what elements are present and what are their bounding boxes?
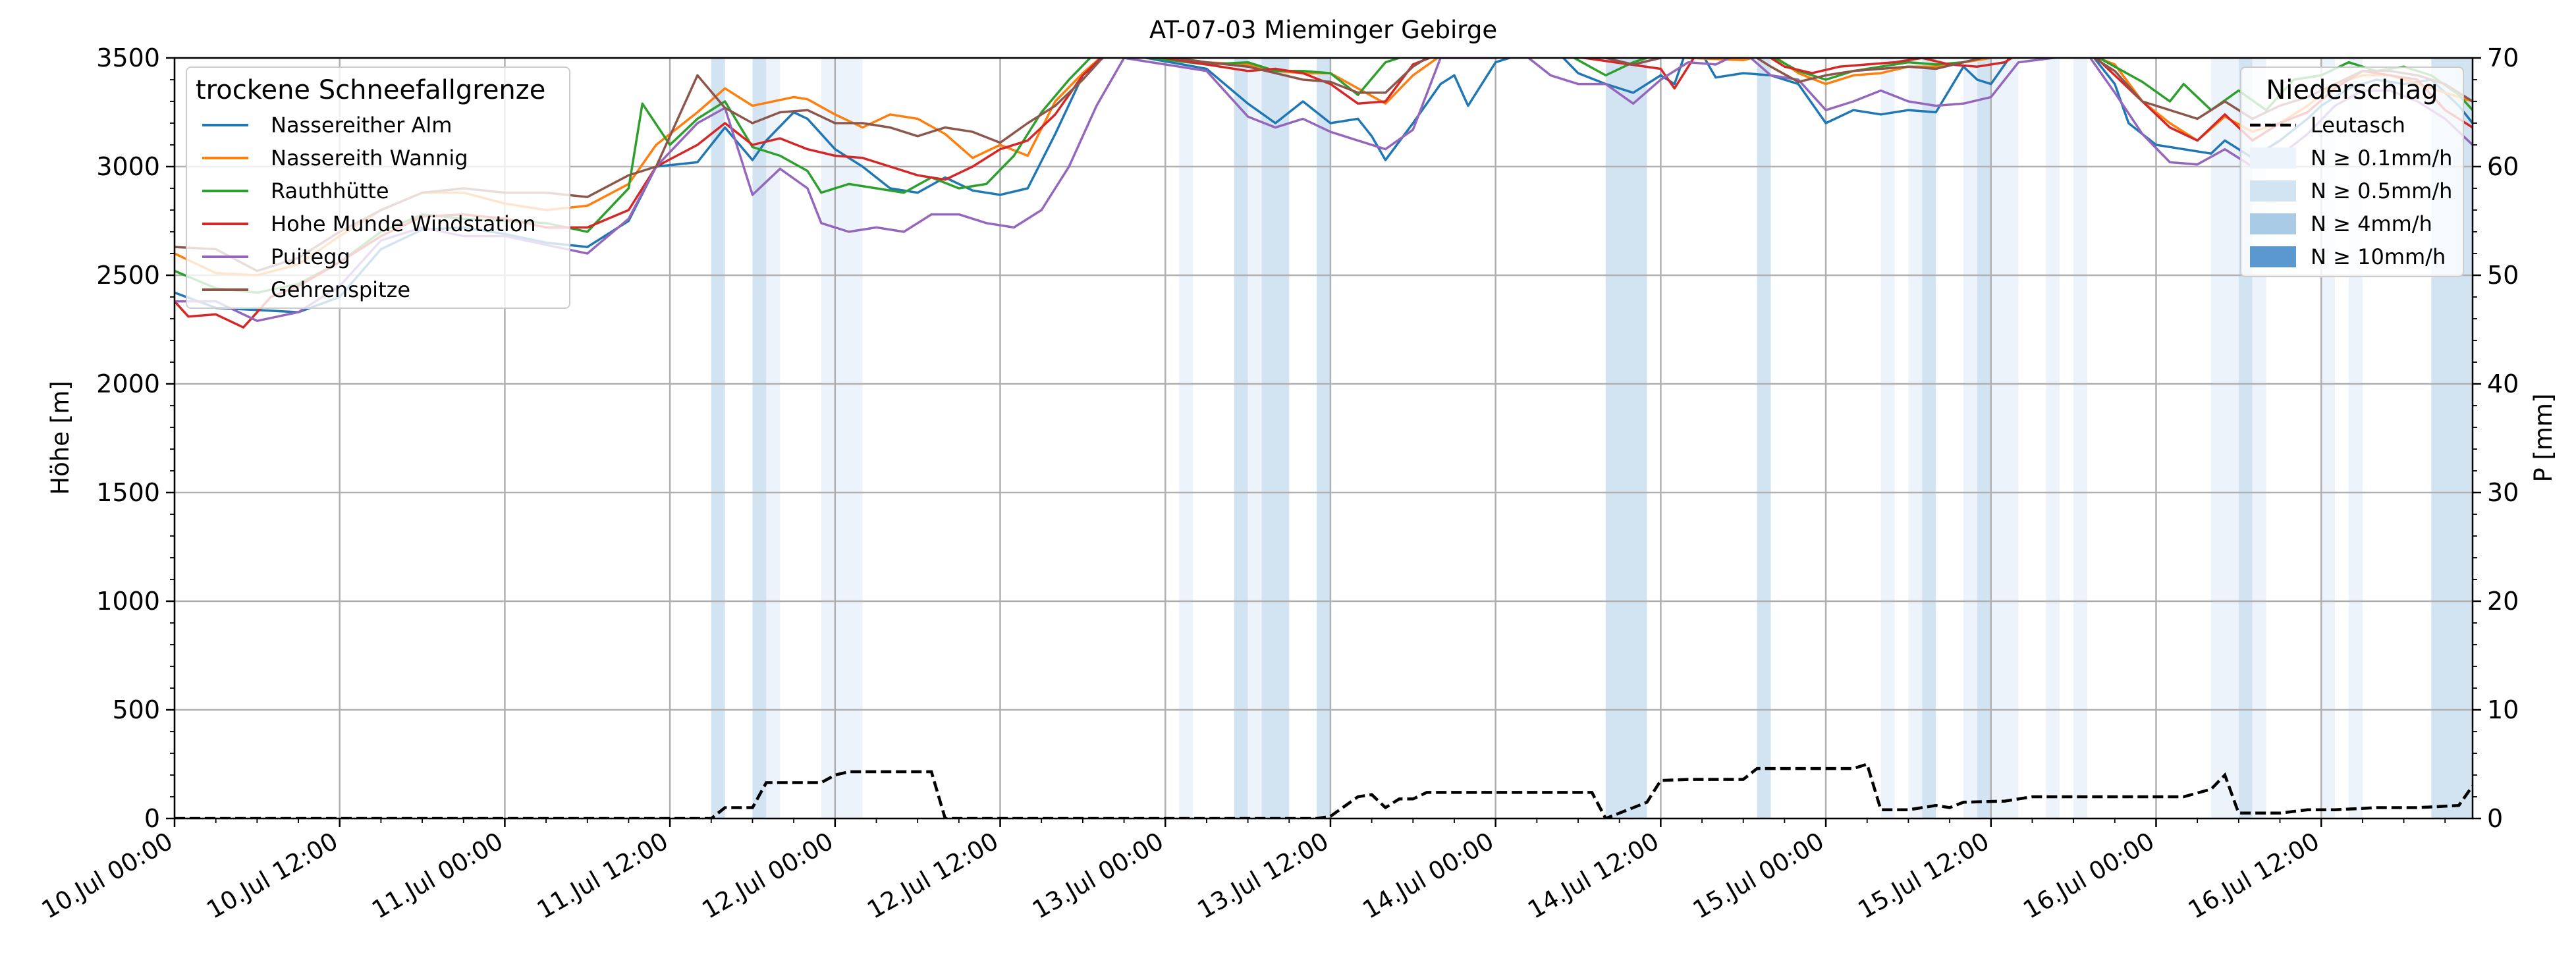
- y2-tick-label: 40: [2487, 369, 2519, 398]
- y-tick-label: 3500: [96, 43, 160, 72]
- precip-band: [1261, 58, 1290, 818]
- precip-band: [1247, 58, 1262, 818]
- series-line: [175, 58, 2473, 294]
- y2-tick-label: 60: [2487, 152, 2519, 181]
- precip-band: [1908, 58, 1923, 818]
- precip-band: [1605, 58, 1647, 818]
- precip-legend-label: N ≥ 10mm/h: [2311, 244, 2446, 269]
- precip-band: [1963, 58, 1977, 818]
- precip-band: [2073, 58, 2088, 818]
- y2-tick-label: 10: [2487, 695, 2519, 724]
- x-tick-label: 12.Jul 00:00: [698, 827, 838, 925]
- x-tick-label: 11.Jul 12:00: [532, 827, 673, 925]
- precip-legend-box: [2240, 67, 2464, 277]
- precip-line: [175, 762, 2473, 818]
- y2-tick-label: 0: [2487, 804, 2503, 833]
- x-tick-label: 16.Jul 00:00: [2018, 827, 2159, 925]
- precip-legend-swatch: [2250, 180, 2296, 201]
- snowline-legend-label: Hohe Munde Windstation: [271, 211, 536, 236]
- precip-band: [1317, 58, 1330, 818]
- precip-band: [1880, 58, 1895, 818]
- precip-band: [835, 58, 863, 818]
- x-tick-label: 11.Jul 00:00: [367, 827, 508, 925]
- snowline-legend: trockene Schneefallgrenze Nassereither Al…: [186, 67, 570, 309]
- x-tick-label: 14.Jul 12:00: [1523, 827, 1664, 925]
- precip-legend-title: Niederschlag: [2266, 75, 2438, 105]
- precip-band: [821, 58, 835, 818]
- y2-tick-label: 30: [2487, 478, 2519, 507]
- precip-legend-line-label: Leutasch: [2311, 113, 2405, 138]
- y-tick-label: 1500: [96, 478, 160, 507]
- x-tick-label: 10.Jul 12:00: [202, 827, 343, 925]
- precip-band: [1757, 58, 1771, 818]
- snowline-legend-label: Gehrenspitze: [271, 277, 410, 302]
- x-tick-label: 10.Jul 00:00: [37, 827, 178, 925]
- series-line: [175, 58, 2473, 273]
- plot-frame: [173, 57, 2474, 820]
- precip-band: [2211, 58, 2239, 818]
- y-tick-label: 0: [144, 804, 160, 833]
- y-axis-label: Höhe [m]: [46, 381, 74, 495]
- snowline-legend-label: Puitegg: [271, 244, 350, 269]
- snowline-legend-label: Nassereither Alm: [271, 113, 452, 138]
- y-tick-label: 2000: [96, 369, 160, 398]
- precip-band: [766, 58, 781, 818]
- precip-band: [752, 58, 767, 818]
- snowline-legend-box: [186, 67, 570, 309]
- precip-legend-label: N ≥ 0.5mm/h: [2311, 178, 2452, 203]
- precip-band: [1990, 58, 2019, 818]
- y-tick-label: 2500: [96, 261, 160, 290]
- precip-legend-swatch: [2250, 213, 2296, 234]
- precip-band: [1922, 58, 1936, 818]
- precip-band: [1179, 58, 1193, 818]
- snowline-legend-label: Nassereith Wannig: [271, 146, 468, 171]
- x-tick-label: 13.Jul 12:00: [1193, 827, 1334, 925]
- precip-legend-label: N ≥ 0.1mm/h: [2311, 146, 2452, 171]
- precip-band: [711, 58, 725, 818]
- y2-tick-label: 50: [2487, 261, 2519, 290]
- x-tick-label: 15.Jul 00:00: [1688, 827, 1829, 925]
- precip-legend-swatch: [2250, 148, 2296, 169]
- precipitation-bands: [711, 58, 2473, 818]
- precip-band: [2046, 58, 2060, 818]
- y2-axis-label: P [mm]: [2529, 393, 2558, 482]
- y-tick-label: 3000: [96, 152, 160, 181]
- precip-legend-swatch: [2250, 246, 2296, 267]
- y2-tick-label: 20: [2487, 587, 2519, 616]
- series-line: [175, 58, 2473, 323]
- precipitation-line-group: [175, 762, 2473, 818]
- snowline-legend-title: trockene Schneefallgrenze: [196, 75, 545, 105]
- y-tick-label: 1000: [96, 587, 160, 616]
- chart-title: AT-07-03 Mieminger Gebirge: [1149, 16, 1497, 44]
- y2-tick-label: 70: [2487, 43, 2519, 72]
- x-tick-label: 14.Jul 00:00: [1358, 827, 1499, 925]
- x-tick-label: 12.Jul 12:00: [862, 827, 1003, 925]
- precip-band: [1977, 58, 1991, 818]
- x-tick-label: 16.Jul 12:00: [2183, 827, 2324, 925]
- x-tick-label: 13.Jul 00:00: [1028, 827, 1168, 925]
- x-tick-label: 15.Jul 12:00: [1853, 827, 1994, 925]
- snowline-legend-label: Rauthhütte: [271, 178, 389, 203]
- precip-legend-label: N ≥ 4mm/h: [2311, 211, 2432, 236]
- y-tick-label: 500: [112, 695, 160, 724]
- precipitation-legend: Niederschlag Leutasch N ≥ 0.1mm/h N ≥ 0.5mm…: [2240, 67, 2464, 277]
- precip-band: [1234, 58, 1248, 818]
